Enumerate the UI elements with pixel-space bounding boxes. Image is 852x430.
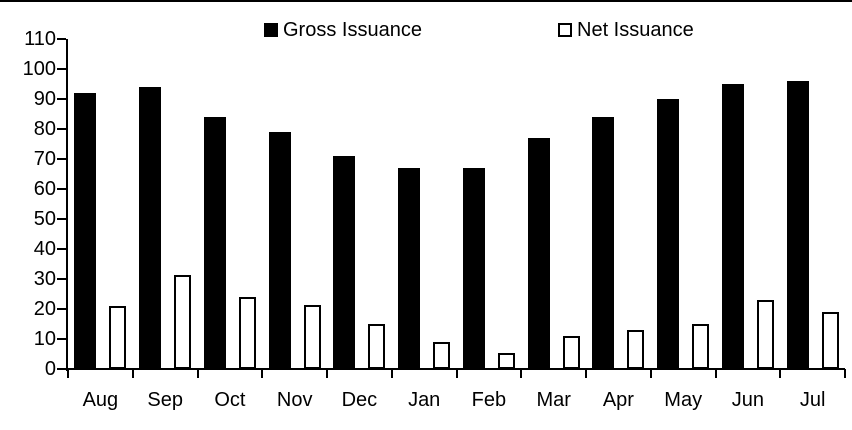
- x-label-dec: Dec: [341, 389, 378, 411]
- gross-bar-sep: [139, 87, 162, 369]
- y-tick-label-80: 80: [33, 118, 56, 140]
- x-tick-mark-2: [196, 369, 199, 378]
- y-tick-label-20: 20: [33, 298, 56, 320]
- net-issuance-swatch-icon: [558, 23, 572, 37]
- gross-issuance-swatch-icon: [264, 23, 278, 37]
- y-tick-mark-70: [57, 158, 66, 160]
- y-tick-label-100: 100: [22, 58, 56, 80]
- gross-bar-feb: [462, 168, 485, 369]
- x-label-mar: Mar: [536, 389, 571, 411]
- y-tick-label-70: 70: [33, 148, 56, 170]
- x-label-jun: Jun: [731, 389, 765, 411]
- x-label-aug: Aug: [82, 389, 119, 411]
- y-tick-label-60: 60: [33, 178, 56, 200]
- legend-label-gross-issuance: Gross Issuance: [283, 19, 422, 41]
- net-bar-oct: [238, 297, 256, 369]
- x-tick-mark-9: [649, 369, 652, 378]
- net-bar-sep: [174, 274, 192, 369]
- x-label-may: May: [664, 389, 703, 411]
- x-tick-mark-1: [131, 369, 134, 378]
- x-label-apr: Apr: [602, 389, 634, 411]
- y-tick-label-110: 110: [24, 28, 56, 50]
- y-tick-mark-50: [57, 218, 66, 220]
- gross-bar-may: [657, 99, 680, 369]
- y-tick-label-90: 90: [33, 88, 56, 110]
- legend-item-net-issuance: Net Issuance: [558, 18, 694, 42]
- legend-label-net-issuance: Net Issuance: [577, 19, 694, 41]
- x-tick-mark-3: [261, 369, 264, 378]
- x-label-feb: Feb: [471, 389, 507, 411]
- y-tick-label-10: 10: [33, 328, 56, 350]
- x-tick-mark-0: [67, 369, 69, 378]
- net-bar-jul: [821, 312, 839, 369]
- x-label-jan: Jan: [408, 389, 441, 411]
- gross-bar-dec: [333, 156, 356, 369]
- legend-item-gross-issuance: Gross Issuance: [264, 18, 422, 42]
- y-axis-line: [66, 39, 68, 371]
- gross-bar-oct: [203, 117, 226, 369]
- x-tick-mark-6: [455, 369, 458, 378]
- gross-bar-aug: [74, 93, 97, 369]
- y-tick-mark-0: [57, 368, 66, 370]
- gross-bar-jun: [721, 84, 744, 369]
- y-tick-mark-90: [57, 98, 66, 100]
- x-tick-mark-8: [585, 369, 587, 378]
- net-bar-aug: [109, 306, 127, 369]
- x-label-jul: Jul: [799, 389, 826, 411]
- net-bar-dec: [368, 324, 386, 369]
- y-tick-mark-80: [57, 128, 66, 130]
- y-tick-mark-10: [57, 338, 66, 340]
- y-tick-label-30: 30: [33, 268, 56, 290]
- x-tick-mark-7: [520, 369, 523, 378]
- net-bar-jun: [756, 300, 774, 369]
- x-tick-mark-5: [390, 369, 393, 378]
- x-tick-mark-11: [779, 369, 782, 378]
- y-tick-mark-20: [57, 308, 66, 310]
- x-tick-mark-10: [714, 369, 717, 378]
- y-tick-mark-60: [57, 188, 66, 190]
- y-tick-label-40: 40: [33, 238, 56, 260]
- net-bar-apr: [627, 330, 645, 369]
- y-tick-mark-100: [57, 68, 66, 70]
- x-label-nov: Nov: [276, 389, 313, 411]
- x-tick-mark-12: [844, 369, 846, 378]
- x-label-oct: Oct: [214, 389, 246, 411]
- gross-bar-apr: [592, 117, 615, 369]
- net-bar-mar: [562, 336, 580, 369]
- gross-bar-mar: [527, 138, 550, 369]
- y-tick-mark-40: [57, 248, 66, 250]
- net-bar-may: [692, 324, 710, 369]
- net-bar-jan: [433, 342, 451, 369]
- net-bar-nov: [303, 304, 321, 369]
- y-tick-label-0: 0: [44, 358, 56, 380]
- x-tick-mark-4: [326, 369, 328, 378]
- gross-bar-jan: [398, 168, 421, 369]
- x-label-sep: Sep: [147, 389, 183, 411]
- y-tick-mark-110: [57, 38, 66, 40]
- y-tick-label-50: 50: [33, 208, 56, 230]
- y-tick-mark-30: [57, 278, 66, 280]
- net-bar-feb: [497, 352, 515, 369]
- gross-bar-jul: [786, 81, 809, 369]
- gross-bar-nov: [268, 132, 291, 369]
